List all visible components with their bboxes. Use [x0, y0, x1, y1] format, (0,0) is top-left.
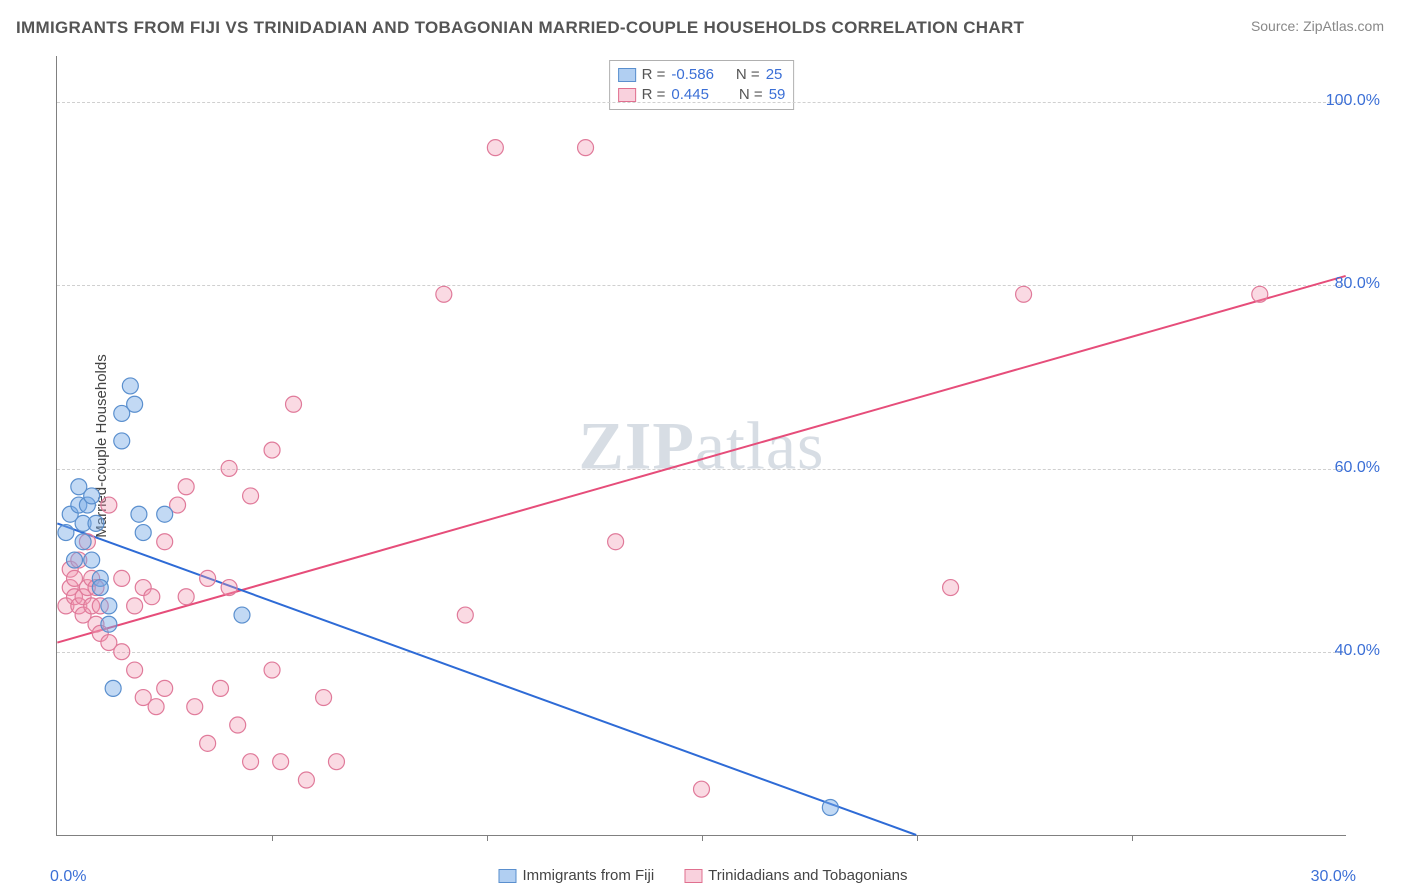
- legend-label-1: Immigrants from Fiji: [522, 867, 654, 884]
- y-tick-60: 60.0%: [1335, 459, 1380, 477]
- data-point: [131, 506, 147, 522]
- series-legend: Immigrants from Fiji Trinidadians and To…: [498, 867, 907, 884]
- data-point: [101, 497, 117, 513]
- regression-line: [57, 523, 916, 835]
- data-point: [187, 699, 203, 715]
- data-point: [75, 534, 91, 550]
- data-point: [457, 607, 473, 623]
- data-point: [92, 580, 108, 596]
- data-point: [101, 616, 117, 632]
- x-minor-tick: [917, 835, 918, 841]
- source-label: Source: ZipAtlas.com: [1251, 18, 1384, 34]
- data-point: [436, 286, 452, 302]
- legend-item-2: Trinidadians and Tobagonians: [684, 867, 907, 884]
- data-point: [243, 488, 259, 504]
- x-minor-tick: [272, 835, 273, 841]
- data-point: [1252, 286, 1268, 302]
- data-point: [157, 680, 173, 696]
- y-tick-80: 80.0%: [1335, 275, 1380, 293]
- swatch-pink-icon: [684, 869, 702, 883]
- data-point: [200, 735, 216, 751]
- data-point: [127, 662, 143, 678]
- data-point: [943, 580, 959, 596]
- data-point: [234, 607, 250, 623]
- x-minor-tick: [702, 835, 703, 841]
- data-point: [221, 580, 237, 596]
- data-point: [135, 525, 151, 541]
- swatch-blue-icon: [498, 869, 516, 883]
- data-point: [84, 552, 100, 568]
- data-point: [264, 662, 280, 678]
- data-point: [127, 396, 143, 412]
- data-point: [286, 396, 302, 412]
- x-minor-tick: [487, 835, 488, 841]
- data-point: [105, 680, 121, 696]
- legend-label-2: Trinidadians and Tobagonians: [708, 867, 907, 884]
- data-point: [127, 598, 143, 614]
- data-point: [316, 690, 332, 706]
- data-point: [328, 754, 344, 770]
- x-tick-1: 30.0%: [1311, 868, 1356, 886]
- data-point: [58, 525, 74, 541]
- x-tick-0: 0.0%: [50, 868, 86, 886]
- plot-area: ZIPatlas R = -0.586 N = 25 R = 0.445 N =…: [56, 56, 1346, 836]
- legend-item-1: Immigrants from Fiji: [498, 867, 654, 884]
- data-point: [101, 598, 117, 614]
- data-point: [157, 534, 173, 550]
- data-point: [148, 699, 164, 715]
- data-point: [157, 506, 173, 522]
- data-point: [694, 781, 710, 797]
- data-point: [122, 378, 138, 394]
- data-point: [1016, 286, 1032, 302]
- regression-line: [57, 276, 1345, 643]
- x-minor-tick: [1132, 835, 1133, 841]
- y-tick-100: 100.0%: [1326, 92, 1380, 110]
- data-point: [487, 140, 503, 156]
- data-point: [88, 515, 104, 531]
- chart-title: IMMIGRANTS FROM FIJI VS TRINIDADIAN AND …: [16, 18, 1024, 38]
- y-tick-40: 40.0%: [1335, 642, 1380, 660]
- data-point: [144, 589, 160, 605]
- scatter-svg: [57, 56, 1346, 835]
- data-point: [264, 442, 280, 458]
- data-point: [114, 570, 130, 586]
- data-point: [114, 433, 130, 449]
- data-point: [84, 488, 100, 504]
- data-point: [273, 754, 289, 770]
- data-point: [822, 800, 838, 816]
- data-point: [298, 772, 314, 788]
- data-point: [178, 589, 194, 605]
- data-point: [67, 552, 83, 568]
- data-point: [178, 479, 194, 495]
- data-point: [114, 644, 130, 660]
- data-point: [213, 680, 229, 696]
- data-point: [221, 460, 237, 476]
- data-point: [243, 754, 259, 770]
- data-point: [578, 140, 594, 156]
- data-point: [608, 534, 624, 550]
- data-point: [200, 570, 216, 586]
- data-point: [230, 717, 246, 733]
